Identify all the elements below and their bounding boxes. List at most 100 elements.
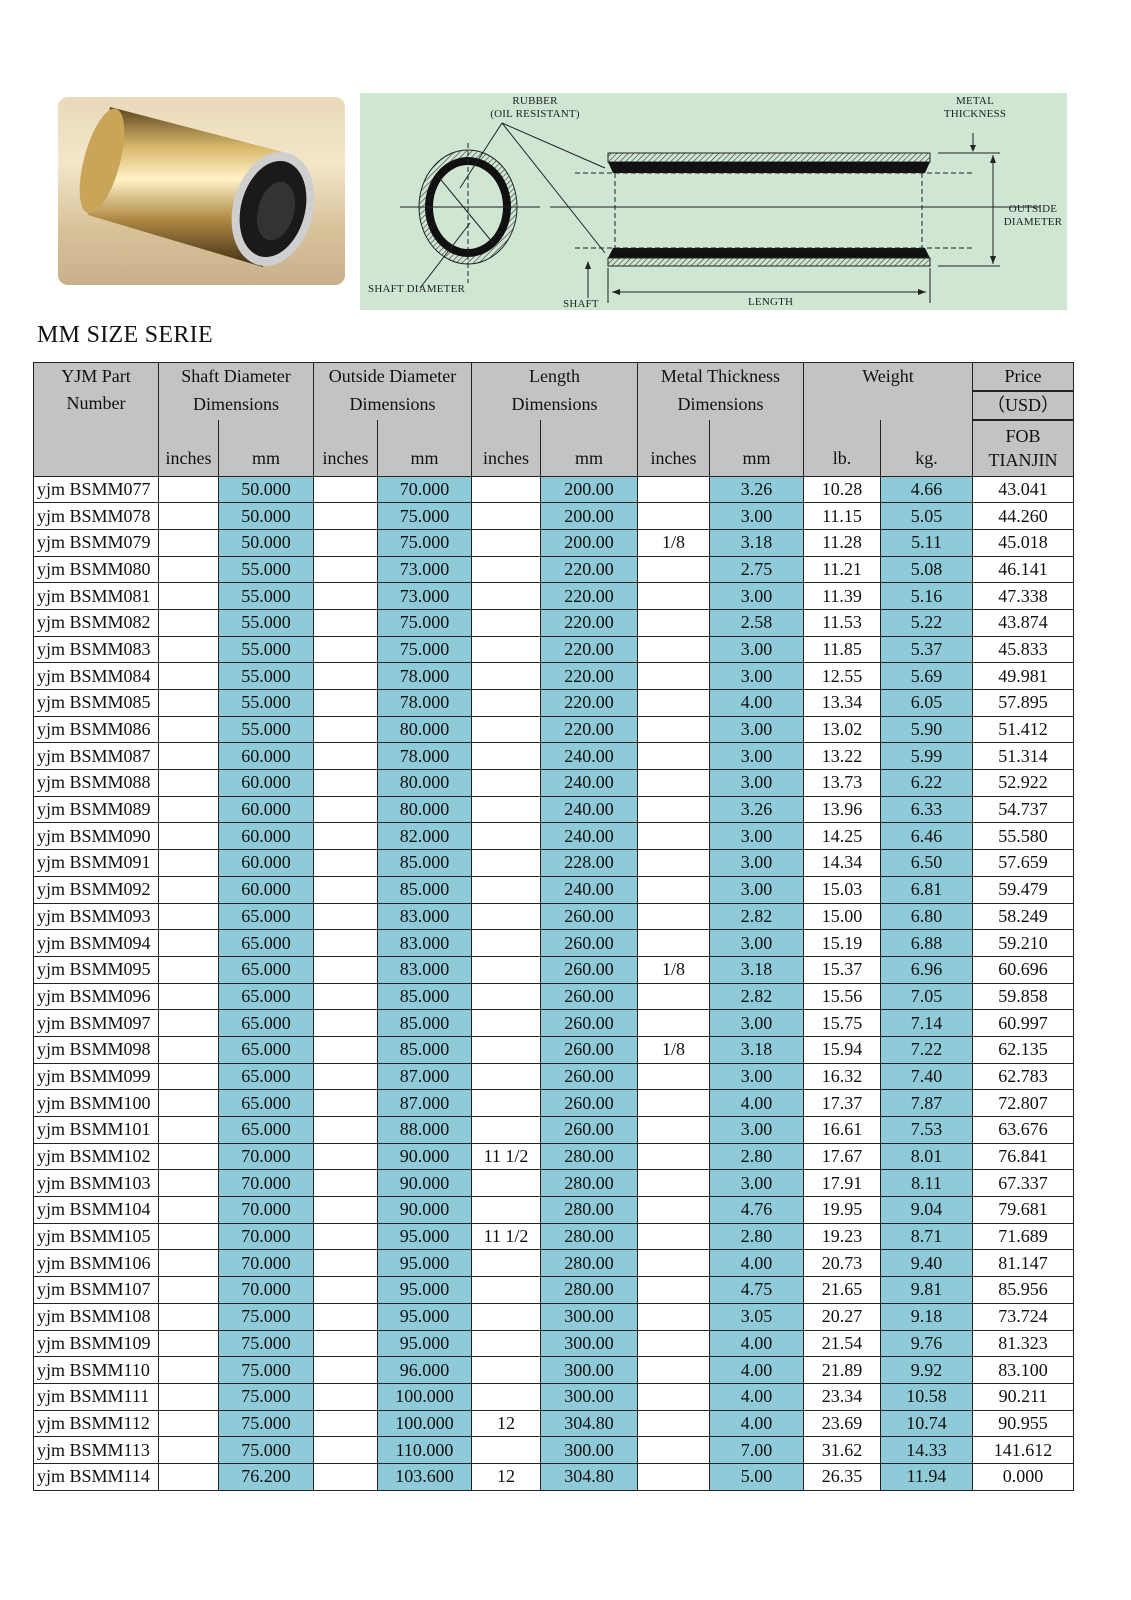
cell-price: 55.580 bbox=[972, 822, 1074, 851]
cell-len-mm: 200.00 bbox=[540, 528, 638, 557]
cell-mt-in bbox=[637, 1222, 710, 1251]
cell-kg: 10.74 bbox=[880, 1409, 973, 1438]
cell-shaft-mm: 70.000 bbox=[218, 1142, 314, 1171]
cell-mt-in: 1/8 bbox=[637, 955, 710, 984]
cell-od-in bbox=[313, 1356, 378, 1384]
cell-shaft-mm: 70.000 bbox=[218, 1249, 314, 1278]
cell-kg: 4.66 bbox=[880, 475, 973, 504]
cell-mt-in bbox=[637, 982, 710, 1011]
cell-shaft-mm: 76.200 bbox=[218, 1462, 314, 1491]
cell-od-in bbox=[313, 849, 378, 877]
cell-shaft-in bbox=[158, 662, 219, 690]
cell-part: yjm BSMM095 bbox=[33, 955, 159, 984]
cell-lb: 11.85 bbox=[803, 635, 881, 664]
header-currency: （USD） bbox=[972, 391, 1074, 421]
cell-price: 0.000 bbox=[972, 1462, 1074, 1491]
cell-od-in bbox=[313, 528, 378, 557]
cell-price: 62.783 bbox=[972, 1062, 1074, 1091]
table-row: yjm BSMM077 50.000 70.000 200.00 3.26 10.28 4.… bbox=[33, 475, 1074, 504]
cell-mt-mm: 3.00 bbox=[709, 662, 804, 690]
cell-mt-in bbox=[637, 1462, 710, 1491]
cell-lb: 15.37 bbox=[803, 955, 881, 984]
cell-od-in bbox=[313, 502, 378, 530]
header-fob: FOB TIANJIN bbox=[972, 420, 1074, 477]
header-weight-blank bbox=[803, 391, 973, 420]
cell-kg: 9.04 bbox=[880, 1196, 973, 1224]
cell-len-mm: 220.00 bbox=[540, 689, 638, 717]
cell-mt-mm: 4.00 bbox=[709, 689, 804, 717]
table-row: yjm BSMM079 50.000 75.000 200.00 1/8 3.18 11.2… bbox=[33, 528, 1074, 557]
cell-price: 58.249 bbox=[972, 902, 1074, 931]
cell-price: 44.260 bbox=[972, 502, 1074, 530]
cell-od-in bbox=[313, 1462, 378, 1491]
cell-mt-in bbox=[637, 1436, 710, 1464]
cell-len-mm: 260.00 bbox=[540, 955, 638, 984]
table-row: yjm BSMM113 75.000 110.000 300.00 7.00 31.62 1… bbox=[33, 1436, 1074, 1464]
cell-kg: 6.81 bbox=[880, 875, 973, 904]
cell-part: yjm BSMM084 bbox=[33, 662, 159, 690]
cell-mt-in bbox=[637, 1382, 710, 1411]
cell-mt-mm: 3.18 bbox=[709, 955, 804, 984]
table-row: yjm BSMM099 65.000 87.000 260.00 3.00 16.32 7.… bbox=[33, 1062, 1074, 1091]
cell-kg: 5.99 bbox=[880, 742, 973, 771]
cell-od-mm: 87.000 bbox=[377, 1089, 472, 1117]
cell-price: 63.676 bbox=[972, 1116, 1074, 1144]
cell-shaft-mm: 50.000 bbox=[218, 528, 314, 557]
cell-shaft-in bbox=[158, 769, 219, 797]
cell-part: yjm BSMM096 bbox=[33, 982, 159, 1011]
table-row: yjm BSMM088 60.000 80.000 240.00 3.00 13.73 6.… bbox=[33, 769, 1074, 797]
header-od-inches: inches bbox=[313, 420, 378, 477]
cell-mt-in bbox=[637, 1196, 710, 1224]
cell-mt-in bbox=[637, 1062, 710, 1091]
cell-mt-mm: 3.00 bbox=[709, 715, 804, 744]
cell-len-in bbox=[471, 689, 541, 717]
cell-od-mm: 73.000 bbox=[377, 555, 472, 584]
product-photo bbox=[58, 97, 345, 285]
cell-shaft-mm: 60.000 bbox=[218, 875, 314, 904]
cell-len-in bbox=[471, 1436, 541, 1464]
table-row: yjm BSMM102 70.000 90.000 11 1/2 280.00 2.80 1… bbox=[33, 1142, 1074, 1171]
cell-od-in bbox=[313, 1196, 378, 1224]
cell-mt-mm: 2.58 bbox=[709, 608, 804, 637]
cell-shaft-in bbox=[158, 1436, 219, 1464]
cell-lb: 17.37 bbox=[803, 1089, 881, 1117]
cell-price: 141.612 bbox=[972, 1436, 1074, 1464]
cell-kg: 9.76 bbox=[880, 1329, 973, 1358]
cell-lb: 16.61 bbox=[803, 1116, 881, 1144]
cell-od-mm: 100.000 bbox=[377, 1382, 472, 1411]
cell-kg: 10.58 bbox=[880, 1382, 973, 1411]
cell-price: 62.135 bbox=[972, 1035, 1074, 1064]
cell-mt-mm: 3.00 bbox=[709, 929, 804, 957]
cell-mt-in bbox=[637, 742, 710, 771]
cell-price: 49.981 bbox=[972, 662, 1074, 690]
longitudinal-section-drawing bbox=[459, 122, 1040, 303]
cell-shaft-mm: 70.000 bbox=[218, 1222, 314, 1251]
cell-lb: 17.67 bbox=[803, 1142, 881, 1171]
cell-od-in bbox=[313, 769, 378, 797]
cell-mt-in bbox=[637, 1276, 710, 1304]
cell-shaft-mm: 65.000 bbox=[218, 1062, 314, 1091]
table-row: yjm BSMM110 75.000 96.000 300.00 4.00 21.89 9.… bbox=[33, 1356, 1074, 1384]
cell-len-in bbox=[471, 742, 541, 771]
cell-price: 51.314 bbox=[972, 742, 1074, 771]
cell-part: yjm BSMM103 bbox=[33, 1169, 159, 1198]
cell-mt-mm: 2.80 bbox=[709, 1222, 804, 1251]
cell-len-in bbox=[471, 662, 541, 690]
cell-shaft-in bbox=[158, 742, 219, 771]
cell-lb: 15.19 bbox=[803, 929, 881, 957]
cell-part: yjm BSMM106 bbox=[33, 1249, 159, 1278]
cell-od-mm: 100.000 bbox=[377, 1409, 472, 1438]
table-row: yjm BSMM112 75.000 100.000 12 304.80 4.00 23.6… bbox=[33, 1409, 1074, 1438]
cell-mt-in bbox=[637, 1302, 710, 1331]
outside-diameter-label: OUTSIDE DIAMETER bbox=[1000, 203, 1066, 229]
cell-kg: 7.22 bbox=[880, 1035, 973, 1064]
cell-mt-in bbox=[637, 1356, 710, 1384]
cell-part: yjm BSMM082 bbox=[33, 608, 159, 637]
cell-len-in bbox=[471, 1116, 541, 1144]
cell-shaft-in bbox=[158, 1169, 219, 1198]
cell-len-mm: 280.00 bbox=[540, 1196, 638, 1224]
cell-od-mm: 103.600 bbox=[377, 1462, 472, 1491]
cell-part: yjm BSMM114 bbox=[33, 1462, 159, 1491]
cell-part: yjm BSMM110 bbox=[33, 1356, 159, 1384]
cell-len-mm: 260.00 bbox=[540, 1009, 638, 1037]
